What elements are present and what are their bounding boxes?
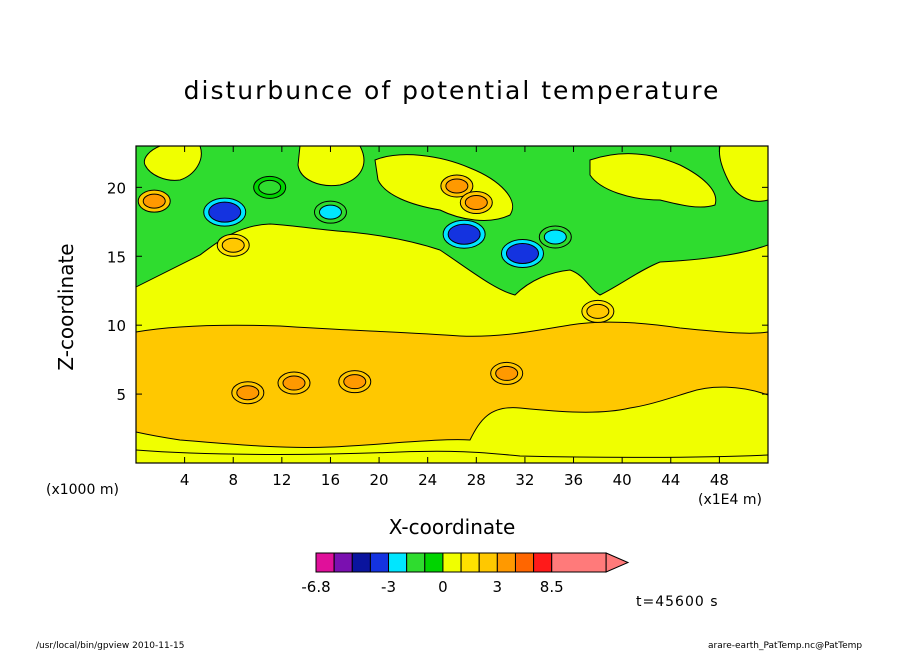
x-tick-label: 20 [370, 471, 389, 489]
colorbar-cell [442, 552, 462, 573]
y-scale-label: (x1000 m) [46, 482, 119, 498]
anomaly-5 [258, 179, 282, 195]
anomaly-1 [318, 204, 342, 220]
contour-field [136, 146, 768, 463]
plot-frame [135, 145, 769, 464]
x-tick-label: 48 [710, 471, 729, 489]
colorbar-cell [388, 552, 408, 573]
upper-yellow-blob-a [143, 146, 202, 181]
anomaly-0 [208, 201, 242, 223]
x-tick-label: 44 [661, 471, 680, 489]
anomaly-layer [137, 174, 615, 405]
colorbar: -6.8 -3 0 3 8.5 [301, 552, 630, 596]
x-tick-label: 4 [180, 471, 190, 489]
y-tick-label: 15 [107, 248, 126, 266]
colorbar-tick-label: 8.5 [540, 578, 564, 596]
y-tick-label: 10 [107, 317, 126, 335]
colorbar-cell [514, 552, 535, 573]
colorbar-tick-label: 0 [438, 578, 448, 596]
x-tick-label: 32 [515, 471, 534, 489]
footer-right: arare-earth_PatTemp.nc@PatTemp [708, 641, 863, 651]
colorbar-cell [496, 552, 516, 573]
upper-yellow-blob-d [589, 153, 717, 208]
chart-title: disturbunce of potential temperature [183, 76, 721, 105]
anomaly-2 [447, 223, 481, 245]
y-axis-label: Z-coordinate [54, 243, 78, 371]
colorbar-cell [424, 552, 444, 573]
anomaly-7 [495, 365, 519, 381]
anomaly-13 [221, 237, 245, 253]
time-label: t=45600 s [636, 594, 719, 610]
x-tick-label: 40 [613, 471, 632, 489]
colorbar-cell [406, 552, 426, 573]
colorbar-cell [315, 552, 335, 573]
anomaly-11 [445, 178, 469, 194]
colorbar-cell [369, 552, 390, 573]
colorbar-cell [533, 552, 553, 573]
colorbar-tick-label: -3 [381, 578, 396, 596]
x-tick-label: 36 [564, 471, 583, 489]
colorbar-cell [333, 552, 353, 573]
colorbar-tick-label: -6.8 [301, 578, 330, 596]
anomaly-8 [236, 385, 260, 401]
footer-left: /usr/local/bin/gpview 2010-11-15 [36, 641, 185, 651]
y-tick-label: 5 [116, 386, 126, 404]
colorbar-cell [351, 552, 371, 573]
upper-yellow-blob-e [719, 146, 768, 202]
anomaly-12 [464, 195, 488, 211]
colorbar-arrow [605, 552, 630, 573]
warm-orange-band [136, 321, 768, 448]
x-tick-label: 28 [467, 471, 486, 489]
x-tick-label: 24 [418, 471, 437, 489]
colorbar-tick-label: 3 [493, 578, 503, 596]
upper-yellow-blob-b [297, 146, 365, 187]
colorbar-cell [478, 552, 498, 573]
x-scale-label: (x1E4 m) [698, 492, 762, 508]
anomaly-3 [505, 243, 539, 265]
bottom-yellow-edge [136, 449, 768, 458]
y-tick-label: 20 [107, 179, 126, 197]
colorbar-cell [551, 552, 607, 573]
x-tick-label: 16 [321, 471, 340, 489]
x-axis-ticks: 4 8 12 16 20 24 28 32 36 40 44 48 [180, 146, 729, 489]
y-axis-ticks: 5 10 15 20 [107, 179, 768, 404]
x-tick-label: 12 [272, 471, 291, 489]
anomaly-4 [543, 229, 567, 245]
anomaly-9 [282, 375, 306, 391]
x-tick-label: 8 [228, 471, 238, 489]
anomaly-14 [586, 303, 610, 319]
anomaly-10 [142, 193, 166, 209]
anomaly-6 [343, 374, 367, 390]
colorbar-cell [460, 552, 480, 573]
x-axis-label: X-coordinate [388, 515, 516, 539]
